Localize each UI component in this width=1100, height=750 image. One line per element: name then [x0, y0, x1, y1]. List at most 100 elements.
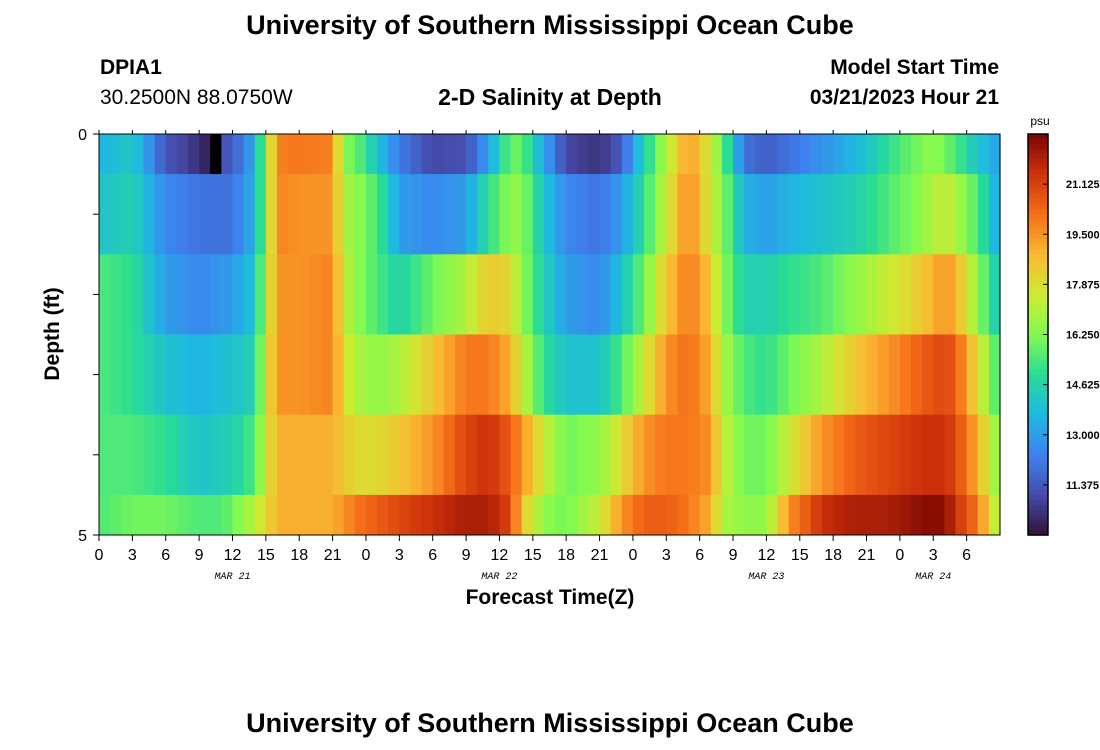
heat-cell [666, 174, 679, 255]
heat-cell [543, 254, 556, 335]
heat-cell [299, 414, 311, 496]
heat-cell [365, 174, 378, 255]
heat-cell [666, 134, 679, 175]
heat-cell [766, 174, 779, 255]
heat-cell [888, 254, 901, 335]
heat-cell [343, 494, 356, 536]
heat-cell [343, 254, 356, 335]
heat-cell [532, 494, 545, 536]
heat-cell [299, 254, 311, 335]
heat-cell [332, 134, 345, 175]
y-axis-ticks: 05 [78, 127, 99, 545]
heat-cell [744, 414, 756, 496]
colorbar-swatch [1028, 439, 1048, 446]
colorbar-swatch [1028, 154, 1048, 160]
heat-cell [966, 134, 979, 175]
heat-cell [410, 254, 423, 335]
heat-cell [276, 334, 289, 416]
colorbar-swatch [1028, 209, 1048, 215]
heat-cell [966, 174, 979, 255]
colorbar-swatch [1028, 234, 1048, 240]
colorbar-ticks: 21.125 19.500 17.875 16.250 14.625 13.000 11.3… [1043, 179, 1100, 492]
heat-cell [877, 494, 890, 536]
heat-cell [566, 494, 578, 536]
heat-cell [110, 134, 122, 175]
heat-cell [343, 334, 356, 416]
colorbar-swatch [1028, 474, 1048, 481]
heat-cell [187, 174, 200, 255]
heat-cell [410, 134, 423, 175]
colorbar-swatch [1028, 254, 1048, 260]
colorbar-swatch [1028, 484, 1048, 491]
colorbar-swatch [1028, 299, 1048, 306]
colorbar-swatch [1028, 364, 1048, 371]
heat-cell [110, 254, 122, 335]
heat-cell [877, 334, 890, 416]
colorbar-swatch [1028, 469, 1048, 476]
x-tick-label: 21 [591, 547, 609, 564]
heat-cell [466, 414, 478, 496]
x-tick-label: 18 [824, 547, 842, 564]
colorbar-tick-label: 21.125 [1066, 179, 1100, 191]
heat-cell [143, 334, 156, 416]
heat-cell [388, 494, 400, 536]
heat-cell [588, 334, 601, 416]
heat-cell [610, 134, 623, 175]
heat-cell [99, 134, 111, 175]
heat-cell [810, 414, 823, 496]
heat-cell [655, 134, 667, 175]
heat-cell [187, 134, 200, 175]
heat-cell [810, 494, 823, 536]
y-axis-title: Depth (ft) [41, 287, 64, 380]
x-tick-label: 15 [791, 547, 809, 564]
heat-cell [677, 254, 690, 335]
heat-cell [377, 334, 389, 416]
heat-cell [343, 414, 356, 496]
heat-cell [310, 334, 323, 416]
heat-cell [399, 134, 412, 175]
heat-cell [265, 134, 278, 175]
heat-cell [354, 254, 367, 335]
heat-cell [243, 494, 256, 536]
heat-cell [755, 134, 767, 175]
heat-cell [466, 494, 478, 536]
heat-cell [710, 174, 723, 255]
colorbar-swatch [1028, 379, 1048, 386]
heat-cell [799, 134, 812, 175]
x-tick-label: 6 [962, 547, 971, 564]
heat-cell [154, 174, 167, 255]
heat-cell [799, 414, 812, 496]
heat-cell [532, 334, 545, 416]
heat-cell [632, 134, 645, 175]
heat-cell [955, 334, 968, 416]
heat-cell [410, 174, 423, 255]
heat-cell [777, 334, 790, 416]
heat-cell [922, 174, 934, 255]
heat-cell [432, 334, 445, 416]
heat-cell [666, 414, 679, 496]
heat-cell [243, 254, 256, 335]
heat-cell [288, 334, 300, 416]
heat-cell [321, 174, 334, 255]
colorbar-swatch [1028, 329, 1048, 336]
heat-cell [265, 254, 278, 335]
colorbar-swatch [1028, 204, 1048, 210]
colorbar-swatch [1028, 444, 1048, 451]
heat-cell [855, 254, 868, 335]
heat-cell [154, 254, 167, 335]
heat-cell [866, 174, 879, 255]
x-tick-label: 21 [858, 547, 876, 564]
heat-cell [499, 174, 512, 255]
heat-cell [955, 134, 968, 175]
colorbar-swatch [1028, 194, 1048, 200]
heat-cell [288, 494, 300, 536]
heat-cell [477, 494, 489, 536]
heat-cell [176, 414, 189, 496]
x-tick-label: 21 [324, 547, 342, 564]
heat-cell [944, 334, 957, 416]
heat-cell [365, 494, 378, 536]
heat-cell [577, 494, 590, 536]
x-tick-label: 0 [95, 547, 104, 564]
heat-cell [844, 134, 856, 175]
heat-cell [132, 134, 145, 175]
